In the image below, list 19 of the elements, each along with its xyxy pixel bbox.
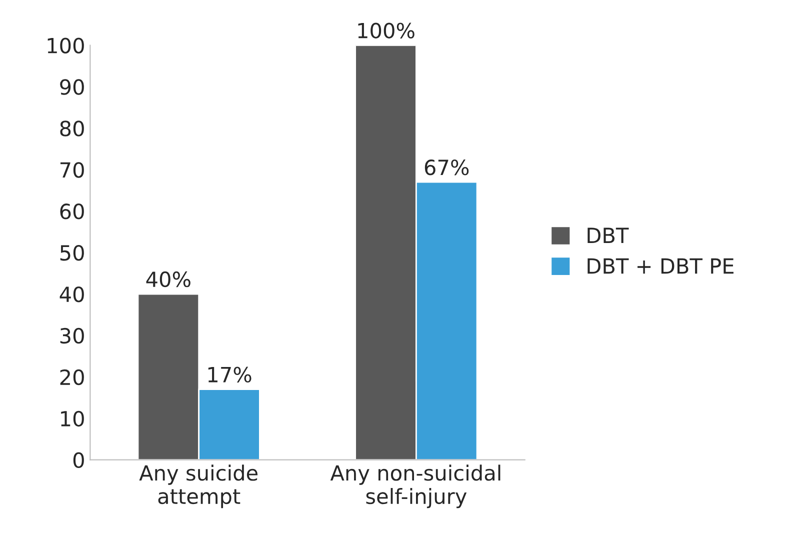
y-tick-label: 10 [61, 410, 84, 427]
y-tick-label: 80 [60, 120, 84, 136]
y-tick-label: 20 [60, 369, 84, 386]
y-tick-label: 30 [60, 328, 84, 344]
y-tick-label: 50 [60, 244, 84, 261]
legend-label: DBT + DBT PE [588, 258, 734, 274]
data-label: 67% [424, 159, 469, 176]
y-tick-label: 100 [48, 38, 84, 54]
data-label: 40% [146, 271, 190, 288]
y-tick-label: 90 [60, 79, 84, 95]
legend-label: DBT [588, 228, 629, 243]
data-label: 100% [358, 22, 414, 38]
y-tick-label: 0 [73, 452, 84, 468]
y-tick-label: 70 [60, 162, 84, 178]
x-tick-label: Any suicide attempt [139, 464, 258, 508]
y-tick-label: 40 [60, 286, 84, 302]
y-tick-label: 60 [60, 204, 84, 220]
x-tick-label: Any non-suicidal self-injury [330, 464, 500, 508]
data-label: 17% [208, 366, 252, 383]
